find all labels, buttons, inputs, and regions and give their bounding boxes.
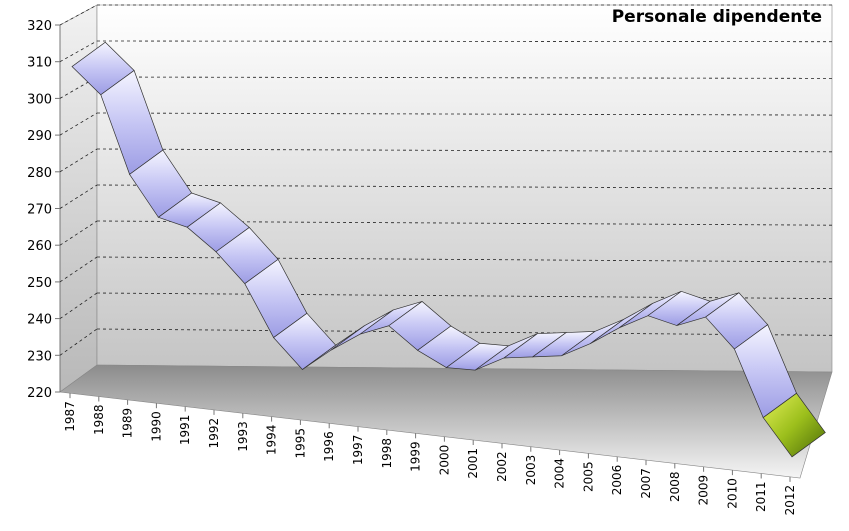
x-tick-label: 1994	[265, 425, 279, 456]
x-tick-label: 2011	[754, 481, 768, 512]
y-tick-label: 260	[27, 239, 52, 254]
gridline-back	[96, 112, 833, 116]
y-tick-label: 220	[27, 386, 52, 401]
x-tick-label: 2003	[524, 455, 538, 486]
gridline-side	[59, 4, 98, 26]
x-tick-label: 2008	[668, 471, 682, 502]
series-ribbon	[71, 41, 826, 458]
x-tick-label: 1991	[178, 415, 192, 446]
x-axis-tick-labels: 1987 1988 1989 1990 1991 1992 1993 1994 1995 1996…	[63, 393, 797, 515]
gridline-back	[96, 256, 833, 263]
x-tick-label: 1992	[207, 418, 221, 449]
chart-walls	[59, 4, 833, 479]
floor	[59, 364, 833, 479]
gridline-back	[96, 328, 833, 336]
x-tick-label: 1989	[121, 408, 135, 439]
x-tick-label: 1988	[92, 405, 106, 436]
x-tick-label: 1995	[293, 428, 307, 459]
x-tick-label: 2004	[553, 458, 567, 489]
x-tick-label: 1996	[322, 431, 336, 462]
gridline-side	[59, 328, 98, 356]
x-tick-label: 1987	[63, 401, 77, 432]
x-tick-label: 2002	[495, 451, 509, 482]
y-tick-label: 320	[27, 19, 52, 34]
chart-title: Personale dipendente	[612, 7, 822, 27]
x-tick-label: 2005	[581, 461, 595, 492]
x-tick-label: 2001	[466, 448, 480, 479]
x-tick-label: 2010	[725, 478, 739, 509]
gridline-side	[59, 112, 98, 136]
x-tick-label: 2007	[639, 468, 653, 499]
ribbon-segment-2012	[762, 392, 826, 458]
gridline-back	[96, 76, 833, 79]
gridline-side	[59, 40, 98, 63]
gridline-side	[59, 148, 98, 173]
x-tick-label: 1997	[351, 435, 365, 466]
y-axis-tick-labels: 220 230 240 250 260 270 280 290 300 310 320	[27, 19, 60, 401]
gridline-back	[96, 292, 833, 299]
gridlines	[59, 4, 833, 356]
gridline-back	[96, 40, 833, 43]
y-tick-label: 250	[27, 276, 52, 291]
y-tick-label: 300	[27, 92, 52, 107]
gridline-side	[59, 76, 98, 99]
gridline-side	[59, 184, 98, 209]
y-tick-label: 280	[27, 166, 52, 181]
y-tick-label: 270	[27, 203, 52, 218]
x-tick-label: 1993	[236, 421, 250, 452]
gridline-side	[59, 256, 98, 283]
gridline-side	[59, 292, 98, 319]
y-tick-label: 310	[27, 56, 52, 71]
y-tick-label: 230	[27, 349, 52, 364]
y-tick-label: 290	[27, 129, 52, 144]
x-tick-label: 2006	[610, 465, 624, 496]
y-tick-label: 240	[27, 313, 52, 328]
x-tick-label: 2000	[437, 445, 451, 476]
x-tick-label: 2009	[697, 475, 711, 506]
gridline-back	[96, 184, 833, 189]
gridline-side	[59, 220, 98, 246]
x-tick-label: 2012	[783, 485, 797, 516]
x-tick-label: 1990	[149, 411, 163, 442]
gridline-back	[96, 148, 833, 153]
x-tick-label: 1999	[409, 441, 423, 472]
x-tick-label: 1998	[380, 438, 394, 469]
